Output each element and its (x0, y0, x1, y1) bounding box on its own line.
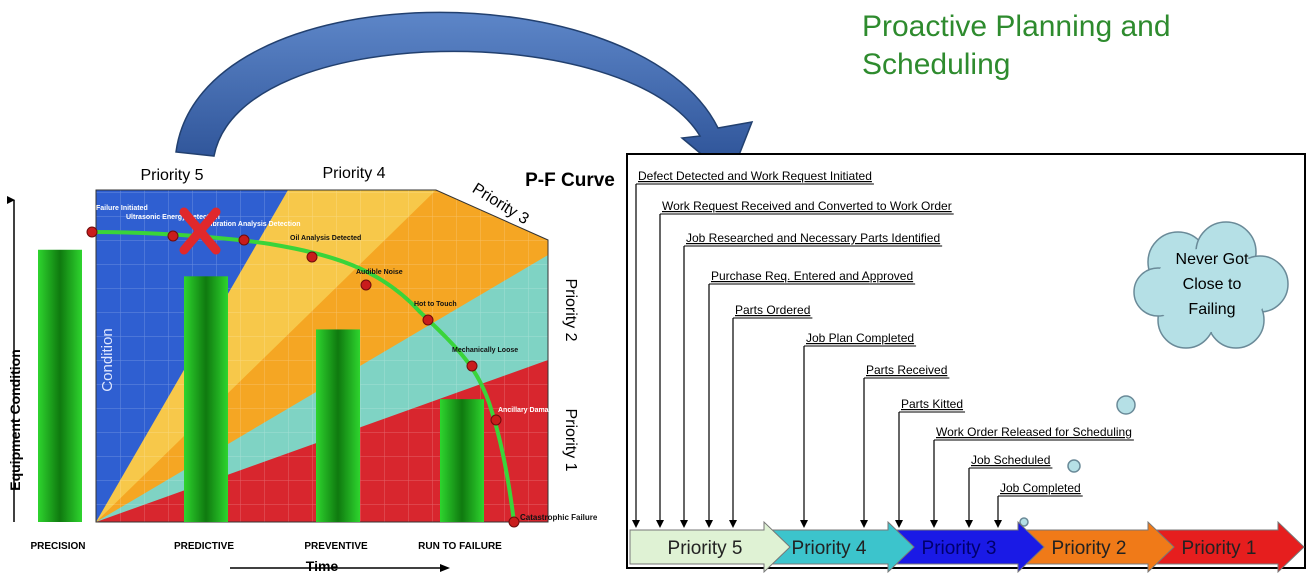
curve-point (167, 230, 179, 242)
priority-arrow (883, 520, 1045, 574)
work-step-label: Defect Detected and Work Request Initiat… (638, 169, 872, 183)
work-step-label: Parts Ordered (735, 303, 810, 317)
work-step-arrowhead (656, 520, 664, 528)
work-step-arrowhead (965, 520, 973, 528)
work-step-arrowhead (680, 520, 688, 528)
work-step-label: Purchase Req. Entered and Approved (711, 269, 913, 283)
curve-label-failure-initiated: Failure Initiated (96, 205, 148, 212)
bar-predictive (184, 276, 228, 522)
curve-label-audible-noise: Audible Noise (356, 269, 403, 276)
pf-curve-line (91, 230, 516, 523)
priority-arrows: Priority 1 Priority 2 Priority 3 Priority 4… (629, 520, 1305, 574)
curve-point (238, 234, 250, 246)
work-step-arrowhead (800, 520, 808, 528)
bar-run-to-failure (440, 399, 484, 522)
priority-arrow-label: Priority 3 (922, 538, 997, 559)
work-step-arrowhead (705, 520, 713, 528)
curve-label-hot-to-touch: Hot to Touch (414, 301, 457, 308)
condition-label: Condition (99, 328, 116, 391)
y-axis-label: Equipment Condition (7, 349, 23, 491)
priority-arrow-label: Priority 5 (668, 538, 743, 559)
work-step-arrowhead (895, 520, 903, 528)
curve-label-ancillary-damage: Ancillary Damage (498, 407, 557, 414)
cloud-callout: Never Got Close to Failing (1019, 221, 1289, 527)
work-step-label: Work Order Released for Scheduling (936, 425, 1132, 439)
curve-point (508, 516, 520, 528)
title-line-1: Proactive Planning and (862, 10, 1171, 43)
curve-point (360, 279, 372, 291)
curved-transition-arrow (175, 11, 754, 180)
work-step-arrowhead (994, 520, 1002, 528)
pf-curve-points (86, 226, 520, 528)
strategy-label-run-to-failure: RUN TO FAILURE (418, 541, 502, 552)
work-flow-panel: Defect Detected and Work Request Initiat… (626, 153, 1306, 574)
work-step-arrowhead (860, 520, 868, 528)
strategy-label-predictive: PREDICTIVE (174, 541, 234, 552)
curve-point (422, 314, 434, 326)
work-flow-frame (626, 153, 1306, 569)
title-line-2: Scheduling (862, 48, 1011, 81)
bar-preventive (316, 329, 360, 522)
curve-point (466, 360, 478, 372)
work-step-label: Work Request Received and Converted to W… (662, 199, 952, 213)
page-title: Proactive Planning and Scheduling (862, 8, 1282, 84)
curve-label-vibration: Vibration Analysis Detection (206, 221, 301, 228)
work-step-label: Job Plan Completed (806, 331, 914, 345)
priority-arrow-label: Priority 2 (1052, 538, 1127, 559)
priority-arrow (1013, 520, 1175, 574)
priority-arrow (753, 520, 915, 574)
curve-point (86, 226, 98, 238)
work-step-label: Job Researched and Necessary Parts Ident… (686, 231, 940, 245)
cloud-line-2: Close to (1183, 276, 1242, 293)
work-step-arrowhead (632, 520, 640, 528)
pf-label-priority-2: Priority 2 (562, 278, 579, 341)
curve-label-oil-analysis: Oil Analysis Detected (290, 235, 361, 242)
red-x-icon (179, 207, 221, 255)
priority-arrow (1143, 520, 1305, 574)
pf-curve-panel: Equipment Condition Time Priority 5 Prio… (7, 165, 615, 574)
work-step-arrowhead (930, 520, 938, 528)
cloud-line-1: Never Got (1176, 251, 1249, 268)
bar-precision (38, 249, 82, 522)
work-step-label: Job Scheduled (971, 453, 1050, 467)
pf-label-priority-5: Priority 5 (140, 167, 203, 184)
work-step-label: Parts Received (866, 363, 947, 377)
strategy-label-precision: PRECISION (30, 541, 85, 552)
priority-arrow-label: Priority 1 (1182, 538, 1257, 559)
curve-label-mechanically-loose: Mechanically Loose (452, 347, 518, 354)
curve-label-catastrophic-failure: Catastrophic Failure (520, 513, 598, 522)
pf-label-priority-1: Priority 1 (562, 408, 579, 471)
curve-point (490, 414, 502, 426)
work-step-arrowhead (729, 520, 737, 528)
work-step-label: Parts Kitted (901, 397, 963, 411)
pf-label-priority-4: Priority 4 (322, 165, 385, 182)
work-step-label: Job Completed (1000, 481, 1081, 495)
priority-arrow (629, 520, 791, 574)
strategy-label-preventive: PREVENTIVE (304, 541, 368, 552)
pf-curve-heading: P-F Curve (525, 170, 615, 191)
cloud-line-3: Failing (1188, 301, 1235, 318)
curve-point (306, 251, 318, 263)
curve-label-ultrasonic: Ultrasonic Energy Detection (126, 214, 220, 221)
priority-arrow-label: Priority 4 (792, 538, 867, 559)
work-flow-steps: Defect Detected and Work Request Initiat… (632, 169, 1134, 528)
x-axis-label: Time (306, 558, 339, 574)
